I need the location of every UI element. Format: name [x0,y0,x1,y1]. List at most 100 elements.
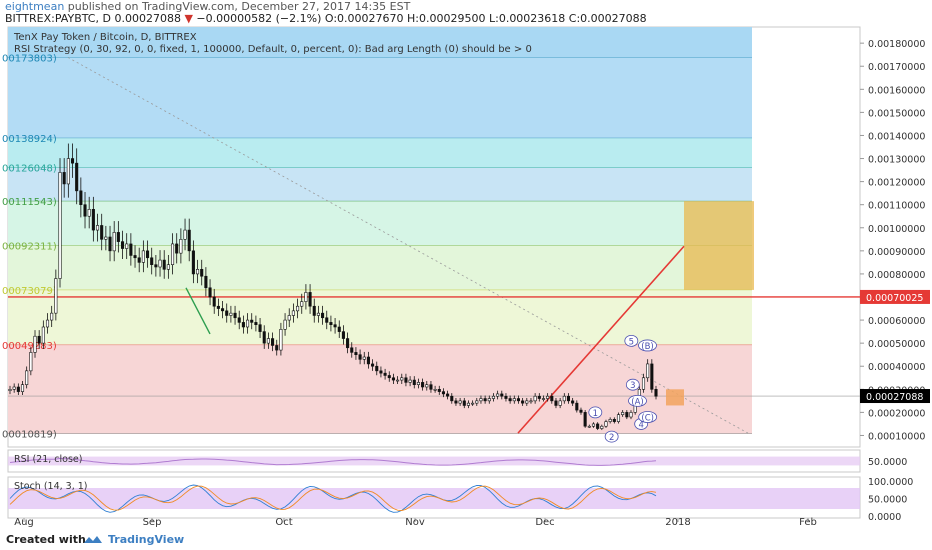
fib-zone-top [8,27,752,58]
rsi-line [9,457,657,466]
candle-body [262,331,266,344]
y-tick-label: 0.00150000 [868,108,925,119]
candle-body [537,395,541,399]
wave-label: 5 [629,337,634,347]
candle-body [191,250,195,275]
last-price: 0.00027088 [114,12,181,25]
candle-body [83,204,87,217]
candle-body [229,312,233,316]
fib-zone [8,167,752,202]
stoch-tick-label: 50.0000 [868,495,907,506]
chart-title: TenX Pay Token / Bitcoin, D, BITTREX [13,32,197,43]
candle-body [475,400,479,404]
fib-zone [8,137,752,168]
candle-body [562,395,566,402]
candle-body [462,400,466,406]
wave-label: 3 [630,381,635,391]
candle-body [391,377,395,381]
candle-body [321,312,325,319]
candle-body [108,236,112,252]
ohlc-values: O:0.00027670 H:0.00029500 L:0.00023618 C… [324,12,647,25]
target-box [666,389,684,406]
fib-level-label: 00173803) [2,53,57,64]
candle-body [70,158,75,164]
candle-body [404,377,408,383]
fib-level-label: 00073079) [2,286,57,297]
candle-body [396,379,400,382]
candle-body [316,312,320,316]
candle-body [429,384,433,390]
created-with-text: Created with [6,533,86,546]
candle-body [183,229,187,240]
candle-body [175,243,179,254]
candle-body [162,259,166,270]
candle-body [612,419,616,422]
candle-body [354,352,358,355]
candle-body [533,395,537,402]
candle-body [571,400,575,404]
candle-body [541,398,546,400]
projection-box [684,201,754,290]
fib-level-label: 00092311) [2,242,57,253]
candle-body [283,319,287,330]
wave-label: 1 [593,409,598,419]
candle-body [287,315,291,321]
stoch-title: Stoch (14, 3, 1) [14,481,88,492]
rsi-tick-label: 50.0000 [868,457,907,468]
candle-body [145,250,150,259]
trend-line-green [185,287,211,335]
candle-body [179,239,183,254]
candle-body [512,398,516,402]
x-tick-label: Dec [535,517,554,527]
chart-canvas[interactable]: 00173803) 00138924) 00126048) 00111543) 0009… [0,0,932,527]
candle-body [275,345,279,351]
candle-body [621,412,625,415]
candle-body [546,395,550,399]
stoch-d-line [9,485,657,511]
tradingview-brand[interactable]: TradingView [108,533,185,546]
candle-body [521,400,525,404]
fib-level-label: 00126048) [2,164,57,175]
candle-body [37,335,41,344]
candle-body [50,312,54,321]
wave-label-circle [638,411,658,423]
wave-label: 4 [638,420,643,430]
candle-body [441,391,445,395]
candle-body [471,402,475,405]
candle-body [120,241,125,249]
candle-body [550,395,554,402]
candle-body [291,310,295,316]
candle-body [650,363,654,390]
candle-body [237,317,241,323]
candle-body [421,382,425,388]
candle-body [58,172,62,279]
candle-body [62,172,66,185]
candle-body [91,209,95,231]
fib-level-label: 00010819) [2,430,57,441]
author-link[interactable]: eightmean [5,0,65,13]
candle-body [216,305,220,309]
price-label: 0.00070025 [866,293,923,304]
y-tick-label: 0.00060000 [868,316,925,327]
trend-line-red [517,245,685,434]
fib-zone [8,344,752,434]
footer: Created with TradingView [0,527,932,550]
candle-body [566,395,571,402]
y-tick-label: 0.00180000 [868,39,925,50]
candle-body [241,322,245,328]
candle-body [87,209,91,217]
candle-body [337,326,341,332]
candle-body [608,419,612,422]
candle-body [600,425,604,429]
y-tick-label: 0.00130000 [868,155,925,166]
price-label-bg [860,389,930,404]
stoch-tick-label: 100.0000 [868,477,913,488]
candle-body [525,400,529,404]
fib-zone [8,57,752,138]
wave-label: 2 [609,433,614,443]
candle-body [466,402,470,406]
candle-body [383,372,387,376]
candle-body [116,232,120,242]
candle-body [500,393,504,397]
candle-body [221,308,225,312]
